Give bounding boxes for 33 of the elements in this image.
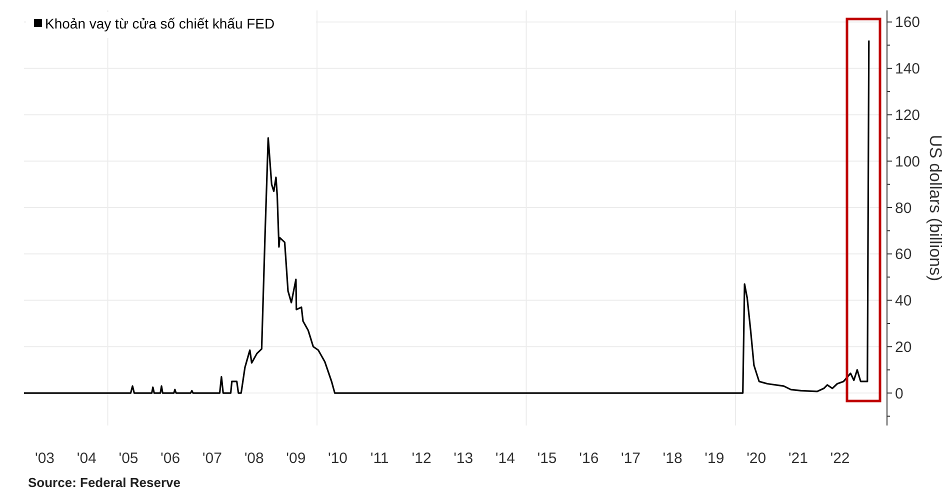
legend-label: Khoản vay từ cửa số chiết khấu FED: [45, 15, 275, 32]
x-tick-label: '20: [746, 450, 766, 467]
y-tick-label: 120: [895, 107, 920, 124]
x-tick-label: '16: [579, 450, 599, 467]
y-tick-label: 100: [895, 153, 920, 170]
x-tick-label: '13: [454, 450, 474, 467]
x-tick-label: '10: [328, 450, 348, 467]
y-axis-title: US dollars (billions): [926, 134, 942, 282]
x-tick-label: '15: [537, 450, 557, 467]
x-tick-label: '03: [34, 450, 55, 467]
line-series: [23, 40, 870, 394]
x-tick-label: '11: [370, 450, 389, 467]
x-tick-label: '09: [286, 450, 306, 467]
y-tick-label: 60: [895, 246, 912, 264]
y-tick-label: 40: [895, 292, 912, 310]
x-tick-label: '14: [495, 450, 515, 467]
y-tick-label: 0: [895, 385, 904, 402]
x-tick-label: '12: [412, 450, 432, 467]
source-note: Source: Federal Reserve: [28, 475, 180, 490]
y-tick-label: 140: [895, 60, 920, 78]
y-tick-label: 20: [895, 338, 912, 356]
x-tick-label: '04: [76, 450, 96, 467]
x-tick-label: '22: [830, 450, 850, 467]
x-tick-label: '17: [620, 450, 641, 467]
x-tick-label: '19: [704, 450, 724, 467]
y-tick-label: 80: [895, 200, 912, 217]
y-tick-label: 160: [895, 14, 920, 32]
x-tick-label: '06: [160, 450, 180, 467]
x-tick-label: '18: [662, 450, 682, 467]
x-tick-label: '08: [244, 450, 264, 467]
x-tick-label: '21: [788, 450, 808, 467]
x-tick-label: '07: [202, 450, 222, 467]
x-tick-label: '05: [118, 450, 138, 467]
